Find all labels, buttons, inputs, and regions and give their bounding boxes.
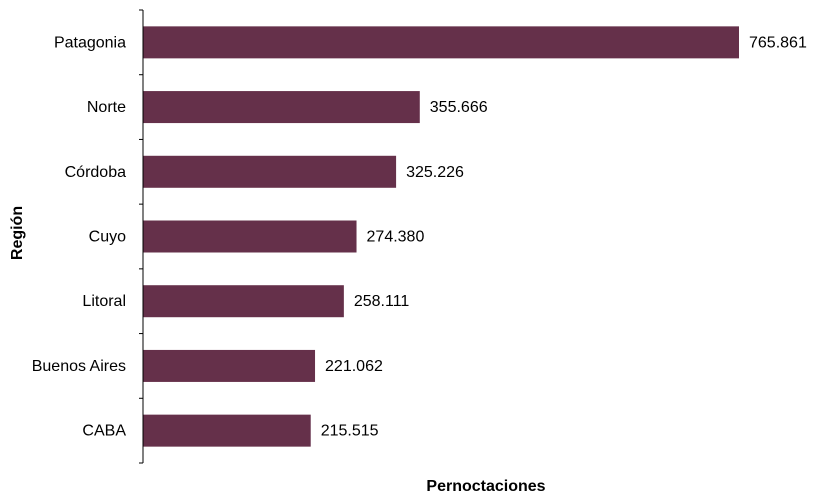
category-labels: Patagonia Norte Córdoba Cuyo Litoral Buenos A…	[32, 34, 127, 439]
category-label: Córdoba	[65, 164, 126, 181]
data-label: 765.861	[749, 34, 807, 51]
x-axis-title: Pernoctaciones	[426, 478, 545, 495]
bar-c-rdoba	[143, 155, 397, 188]
category-label: Litoral	[82, 293, 126, 310]
y-axis-ticks	[139, 9, 143, 464]
category-label: Patagonia	[54, 34, 126, 51]
data-label: 215.515	[321, 423, 379, 440]
bar-patagonia	[143, 26, 739, 59]
category-label: Norte	[87, 99, 126, 116]
y-axis-title: Región	[9, 206, 26, 260]
bar-cuyo	[143, 220, 357, 253]
bar-buenos-aires	[143, 349, 316, 382]
data-label: 325.226	[406, 164, 464, 181]
data-labels: 765.861 355.666 325.226 274.380 258.111 221.0…	[321, 34, 807, 439]
data-label: 355.666	[430, 99, 488, 116]
category-label: CABA	[82, 423, 126, 440]
category-label: Buenos Aires	[32, 358, 126, 375]
category-label: Cuyo	[89, 229, 126, 246]
data-label: 258.111	[354, 293, 410, 310]
data-label: 221.062	[325, 358, 383, 375]
bar-norte	[143, 91, 420, 124]
data-label: 274.380	[367, 229, 425, 246]
bar-caba	[143, 414, 311, 447]
bars	[143, 26, 739, 447]
bar-litoral	[143, 285, 344, 318]
